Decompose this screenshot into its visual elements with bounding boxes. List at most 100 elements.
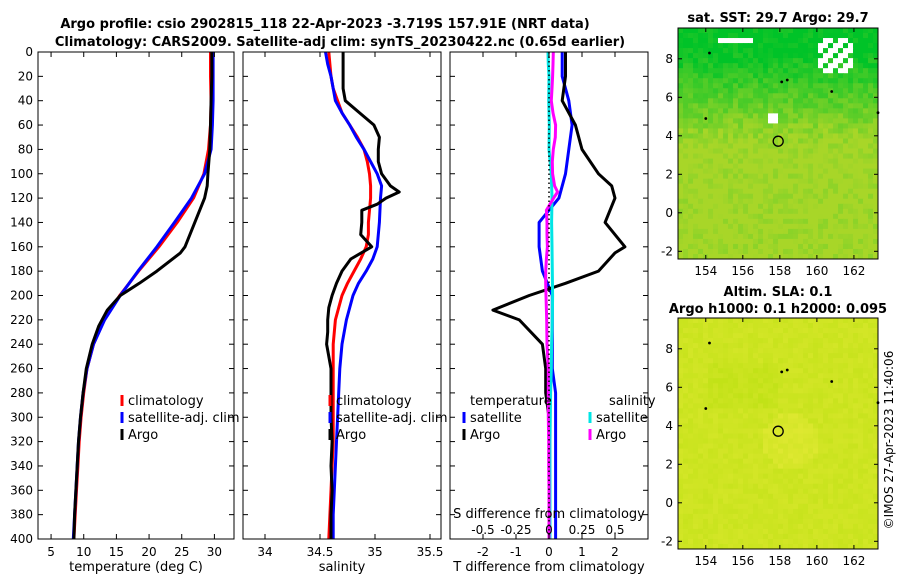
heatmap-cell — [758, 353, 764, 359]
heatmap-cell — [788, 393, 794, 399]
heatmap-cell — [818, 318, 824, 324]
heatmap-cell — [823, 333, 829, 339]
heatmap-cell — [863, 208, 869, 215]
heatmap-cell — [828, 103, 834, 109]
heatmap-cell — [818, 453, 824, 460]
heatmap-cell — [873, 463, 878, 470]
heatmap-cell — [808, 143, 814, 150]
heatmap-cell — [788, 203, 794, 210]
heatmap-cell — [753, 88, 759, 94]
heatmap-cell — [738, 428, 744, 435]
heatmap-cell — [773, 338, 779, 344]
heatmap-cell — [788, 448, 794, 455]
heatmap-cell — [733, 153, 739, 160]
heatmap-cell — [828, 243, 834, 250]
heatmap-cell — [803, 368, 809, 374]
heatmap-cell — [703, 178, 709, 185]
heatmap-cell — [698, 33, 704, 39]
ytick-label: 180 — [10, 264, 33, 278]
heatmap-cell — [713, 423, 719, 430]
heatmap-cell — [788, 178, 794, 185]
heatmap-cell — [823, 323, 829, 329]
heatmap-cell — [863, 473, 869, 480]
heatmap-cell — [723, 148, 729, 155]
heatmap-cell — [728, 88, 734, 94]
heatmap-cell — [868, 148, 874, 155]
heatmap-cell — [693, 428, 699, 435]
ytick-label: 400 — [10, 532, 33, 546]
heatmap-cell — [708, 243, 714, 250]
heatmap-cell — [758, 193, 764, 200]
heatmap-cell — [748, 98, 754, 104]
heatmap-cell — [808, 113, 814, 119]
heatmap-cell — [723, 318, 729, 324]
heatmap-cell — [678, 403, 684, 409]
heatmap-cell — [738, 458, 744, 465]
heatmap-cell — [783, 428, 789, 435]
heatmap-cell — [748, 128, 754, 135]
heatmap-cell — [778, 93, 784, 99]
heatmap-cell — [738, 238, 744, 245]
heatmap-cell — [738, 473, 744, 480]
heatmap-cell — [703, 143, 709, 150]
heatmap-cell — [853, 88, 859, 94]
heatmap-cell — [858, 528, 864, 535]
heatmap-cell — [838, 98, 844, 104]
heatmap-cell — [743, 383, 749, 389]
legend-label: Argo — [596, 428, 626, 443]
heatmap-cell — [858, 83, 864, 89]
heatmap-cell — [798, 148, 804, 155]
heatmap-cell — [833, 318, 839, 324]
heatmap-cell — [813, 428, 819, 435]
heatmap-cell — [868, 528, 874, 535]
heatmap-cell — [683, 473, 689, 480]
heatmap-cell — [803, 53, 809, 59]
heatmap-cell — [778, 498, 784, 505]
heatmap-cell — [783, 323, 789, 329]
heatmap-cell — [748, 138, 754, 145]
heatmap-cell — [828, 528, 834, 535]
heatmap-cell — [743, 138, 749, 145]
heatmap-cell — [753, 228, 759, 235]
xtick-label: -2 — [477, 545, 489, 559]
heatmap-cell — [758, 323, 764, 329]
heatmap-cell — [738, 218, 744, 225]
heatmap-cell — [693, 348, 699, 354]
heatmap-cell — [743, 113, 749, 119]
heatmap-cell — [813, 408, 819, 415]
heatmap-cell — [798, 143, 804, 150]
heatmap-cell — [678, 373, 684, 379]
heatmap-cell — [853, 343, 859, 349]
heatmap-cell — [693, 178, 699, 185]
heatmap-cell — [773, 413, 779, 420]
heatmap-cell — [863, 198, 869, 205]
heatmap-cell — [788, 453, 794, 460]
heatmap-cell — [718, 73, 724, 79]
heatmap-cell — [853, 413, 859, 420]
heatmap-cell — [828, 223, 834, 230]
heatmap-cell — [698, 68, 704, 74]
heatmap-cell — [778, 363, 784, 369]
map-ytick-label: 4 — [665, 129, 673, 143]
heatmap-cell — [858, 223, 864, 230]
heatmap-cell — [868, 403, 874, 409]
heatmap-cell — [818, 188, 824, 195]
heatmap-cell — [808, 58, 814, 64]
heatmap-cell — [708, 503, 714, 510]
heatmap-cell — [823, 243, 829, 250]
heatmap-cell — [748, 88, 754, 94]
heatmap-cell — [688, 68, 694, 74]
heatmap-cell — [843, 318, 849, 324]
heatmap-cell — [858, 233, 864, 240]
heatmap-cell — [838, 453, 844, 460]
heatmap-cell — [828, 348, 834, 354]
heatmap-cell — [678, 353, 684, 359]
heatmap-cell — [873, 343, 878, 349]
heatmap-cell — [813, 323, 819, 329]
heatmap-cell — [688, 253, 694, 259]
heatmap-cell — [803, 388, 809, 394]
heatmap-cell — [793, 243, 799, 250]
heatmap-cell — [758, 143, 764, 150]
heatmap-cell — [708, 458, 714, 465]
heatmap-cell — [813, 153, 819, 160]
